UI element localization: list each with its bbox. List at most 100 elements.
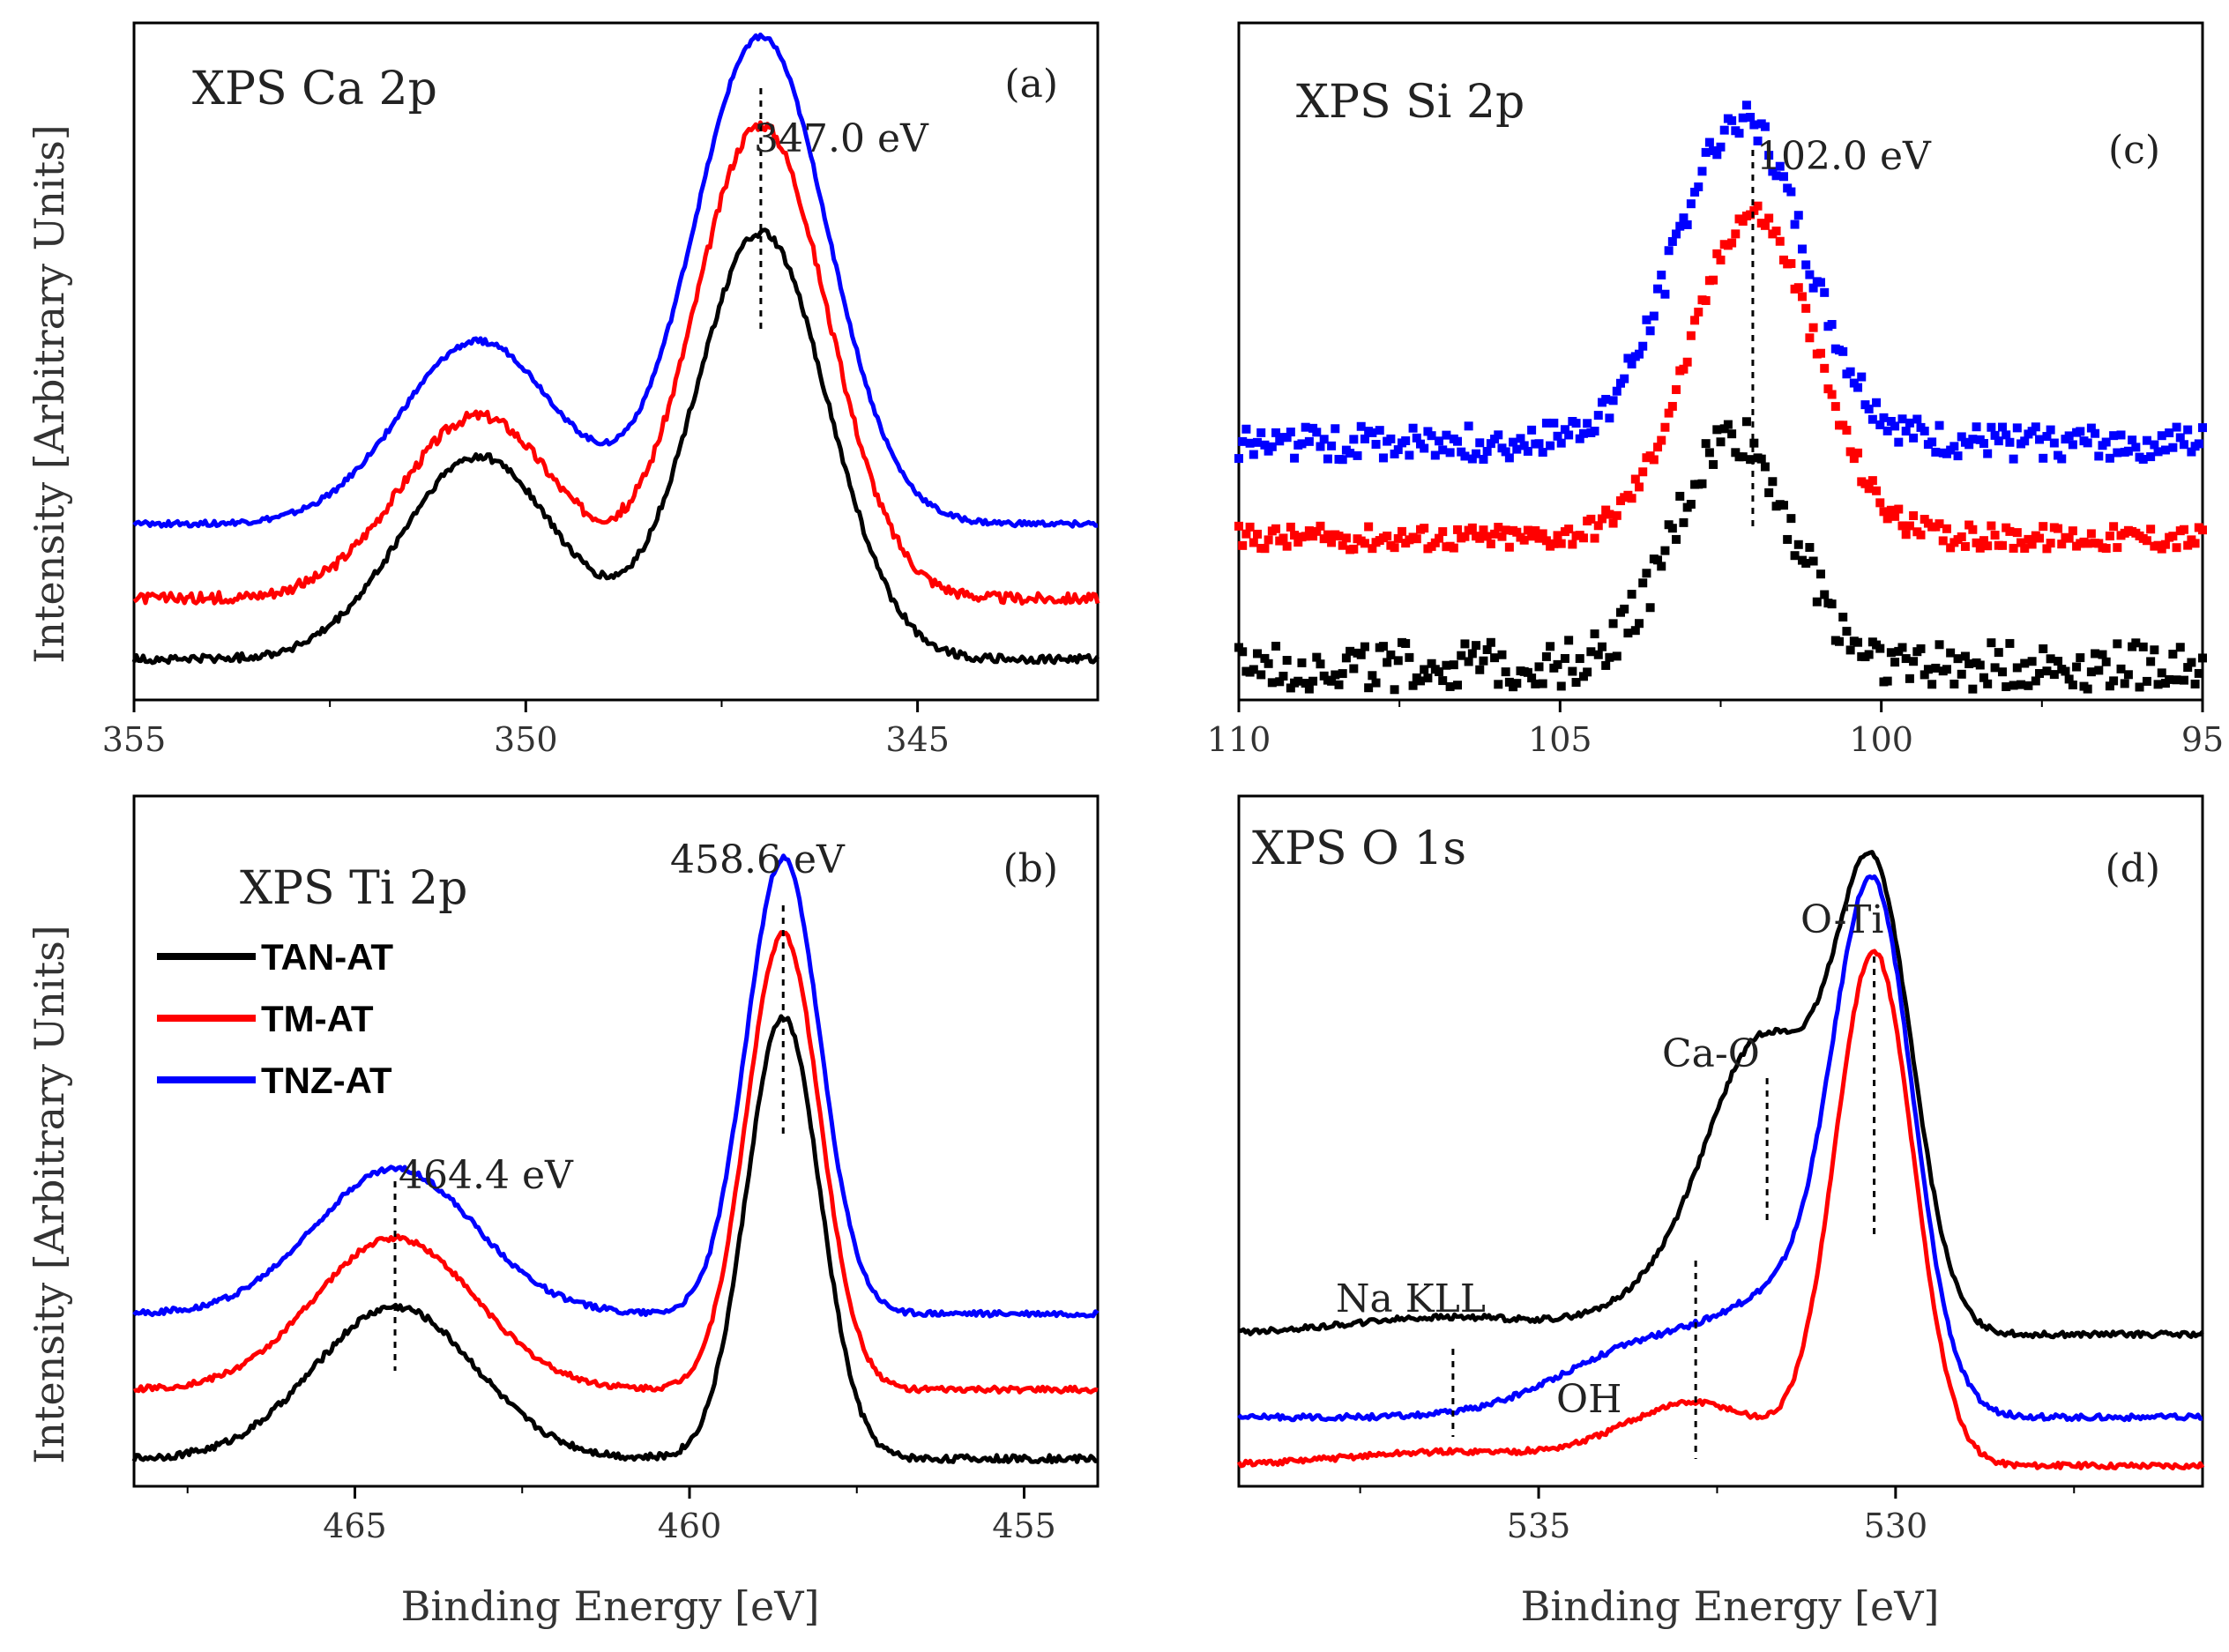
panel-label: (b) bbox=[1003, 846, 1059, 891]
scatter-point-tan-at bbox=[1727, 429, 1737, 439]
scatter-point-tan-at bbox=[1338, 669, 1347, 679]
scatter-point-tan-at bbox=[1383, 658, 1392, 667]
scatter-point-tm-at bbox=[2172, 543, 2181, 553]
scatter-point-tnz-at bbox=[1578, 428, 1588, 438]
scatter-point-tan-at bbox=[1672, 534, 1681, 544]
scatter-point-tan-at bbox=[1935, 640, 1944, 650]
scatter-point-tan-at bbox=[2086, 667, 2096, 677]
scatter-point-tm-at bbox=[2179, 525, 2188, 534]
scatter-point-tan-at bbox=[2157, 668, 2166, 678]
scatter-point-tm-at bbox=[1827, 390, 1837, 399]
scatter-point-tan-at bbox=[2017, 680, 2026, 689]
scatter-point-tan-at bbox=[1415, 676, 1425, 686]
scatter-point-tan-at bbox=[2175, 643, 2185, 652]
scatter-point-tm-at bbox=[1316, 521, 1325, 531]
scatter-point-tan-at bbox=[1909, 657, 1919, 666]
scatter-point-tm-at bbox=[1586, 514, 1596, 524]
scatter-point-tan-at bbox=[1905, 673, 1914, 683]
scatter-point-tnz-at bbox=[1753, 136, 1763, 145]
scatter-point-tan-at bbox=[1316, 659, 1325, 669]
scatter-point-tm-at bbox=[1630, 474, 1640, 484]
scatter-point-tm-at bbox=[1997, 540, 2007, 550]
scatter-point-tan-at bbox=[1816, 569, 1826, 579]
scatter-point-tm-at bbox=[1467, 523, 1477, 532]
scatter-point-tm-at bbox=[1253, 529, 1263, 539]
scatter-point-tm-at bbox=[1279, 533, 1288, 543]
scatter-point-tnz-at bbox=[1797, 244, 1807, 254]
scatter-point-tan-at bbox=[1597, 642, 1607, 651]
scatter-point-tan-at bbox=[1812, 597, 1822, 606]
scatter-point-tm-at bbox=[1245, 522, 1255, 532]
scatter-point-tm-at bbox=[1797, 292, 1807, 301]
scatter-point-tnz-at bbox=[1464, 421, 1473, 431]
x-tick-label: 530 bbox=[1864, 1507, 1928, 1545]
scatter-point-tan-at bbox=[1327, 676, 1337, 686]
scatter-point-tan-at bbox=[1808, 556, 1818, 566]
scatter-point-tan-at bbox=[1783, 534, 1793, 544]
scatter-point-tnz-at bbox=[1327, 441, 1337, 450]
scatter-point-tnz-at bbox=[1645, 326, 1655, 336]
scatter-point-tan-at bbox=[1349, 664, 1359, 673]
scatter-point-tan-at bbox=[1805, 542, 1815, 552]
scatter-point-tnz-at bbox=[1304, 436, 1314, 446]
scatter-point-tm-at bbox=[1686, 331, 1696, 340]
scatter-point-tm-at bbox=[1716, 255, 1726, 264]
scatter-point-tm-at bbox=[1820, 363, 1830, 373]
scatter-point-tan-at bbox=[1953, 654, 1963, 664]
scatter-point-tan-at bbox=[1987, 638, 1996, 648]
scatter-point-tan-at bbox=[1453, 681, 1463, 690]
scatter-point-tm-at bbox=[1864, 484, 1874, 494]
x-tick-label: 350 bbox=[494, 720, 558, 759]
scatter-point-tnz-at bbox=[2049, 438, 2059, 448]
scatter-point-tnz-at bbox=[1875, 420, 1885, 429]
scatter-point-tm-at bbox=[1260, 544, 1270, 554]
scatter-point-tnz-at bbox=[1719, 125, 1729, 135]
scatter-point-tm-at bbox=[1801, 303, 1811, 313]
scatter-point-tnz-at bbox=[1635, 349, 1644, 359]
scatter-point-tan-at bbox=[1975, 660, 1985, 670]
scatter-point-tan-at bbox=[2105, 681, 2114, 691]
scatter-point-tnz-at bbox=[1590, 427, 1599, 436]
scatter-point-tan-at bbox=[1790, 551, 1800, 561]
scatter-point-tm-at bbox=[2005, 526, 2015, 536]
scatter-point-tan-at bbox=[2031, 676, 2040, 686]
scatter-point-tnz-at bbox=[1786, 187, 1796, 197]
scatter-point-tan-at bbox=[1556, 681, 1566, 691]
scatter-point-tnz-at bbox=[1527, 425, 1537, 435]
scatter-point-tnz-at bbox=[1790, 220, 1800, 229]
scatter-point-tan-at bbox=[1553, 659, 1562, 669]
scatter-point-tm-at bbox=[1501, 525, 1510, 535]
scatter-point-tnz-at bbox=[1912, 414, 1922, 424]
scatter-point-tnz-at bbox=[1479, 455, 1488, 465]
scatter-point-tnz-at bbox=[1953, 451, 1963, 461]
scatter-point-tm-at bbox=[1786, 258, 1796, 268]
scatter-point-tnz-at bbox=[1657, 270, 1666, 279]
scatter-point-tan-at bbox=[2109, 676, 2119, 686]
scatter-point-tan-at bbox=[1746, 455, 1756, 465]
scatter-point-tm-at bbox=[1290, 531, 1300, 540]
scatter-point-tan-at bbox=[1645, 603, 1655, 613]
scatter-point-tan-at bbox=[1568, 666, 1577, 676]
scatter-point-tan-at bbox=[1331, 670, 1340, 680]
legend-label: TAN-AT bbox=[261, 936, 393, 978]
scatter-point-tm-at bbox=[2068, 526, 2077, 536]
scatter-point-tnz-at bbox=[2042, 432, 2052, 442]
scatter-point-tnz-at bbox=[1549, 418, 1559, 428]
scatter-point-tnz-at bbox=[1482, 447, 1492, 457]
scatter-point-tnz-at bbox=[1608, 396, 1618, 406]
scatter-point-tan-at bbox=[2076, 653, 2085, 663]
plot-frame bbox=[132, 21, 1100, 702]
panel-title: XPS Si 2p bbox=[1296, 76, 1525, 129]
series-line-tan-at bbox=[131, 1014, 1099, 1465]
scatter-point-tan-at bbox=[1845, 645, 1855, 655]
scatter-point-tm-at bbox=[2101, 544, 2111, 554]
annotation-label: 458.6 eV bbox=[670, 837, 846, 882]
scatter-point-tan-at bbox=[1341, 653, 1351, 663]
scatter-point-tm-at bbox=[1264, 535, 1273, 545]
scatter-point-tnz-at bbox=[1701, 147, 1711, 157]
scatter-point-tnz-at bbox=[1435, 436, 1444, 446]
scatter-point-tan-at bbox=[1786, 514, 1796, 524]
scatter-point-tan-at bbox=[1427, 659, 1436, 668]
scatter-point-tm-at bbox=[1712, 249, 1722, 258]
scatter-point-tnz-at bbox=[2142, 435, 2151, 445]
